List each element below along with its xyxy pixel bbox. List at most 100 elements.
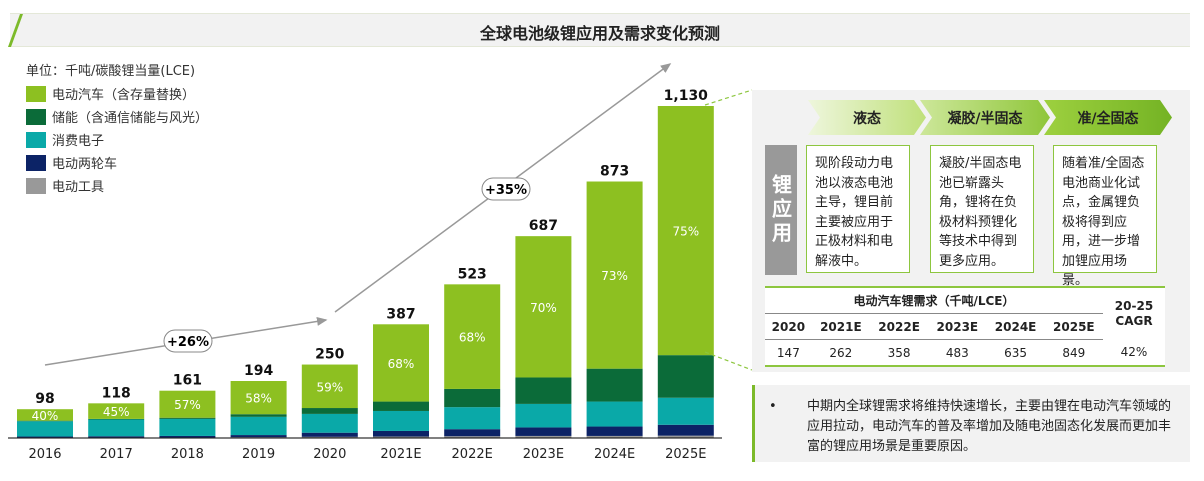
x-tick-label: 2020 (313, 447, 346, 462)
x-tick-label: 2017 (100, 447, 133, 462)
note-text: 中期内全球锂需求将维持快速增长，主要由锂在电动汽车领域的应用拉动，电动汽车的普及… (807, 399, 1172, 454)
table-value: 147 (776, 345, 800, 360)
legend-swatch (26, 154, 46, 171)
x-tick-label: 2021E (380, 447, 421, 462)
x-tick-label: 2018 (171, 447, 204, 462)
bar-ce-2016 (17, 421, 73, 437)
stage-liquid: 液态 (808, 100, 926, 135)
ev-share-label: 58% (245, 392, 272, 406)
bar-tools-2021E (373, 436, 429, 438)
unit-label: 单位：千吨/碳酸锂当量(LCE) (26, 64, 196, 79)
legend-swatch (26, 108, 46, 125)
table-year: 2022E (869, 313, 929, 340)
bar-ess-2016 (17, 420, 73, 422)
bar-twowheel-2022E (444, 429, 501, 437)
table-value: 358 (887, 345, 911, 360)
legend-item-ess: 储能（含通信储能与风光） (26, 105, 208, 128)
ev-share-label: 68% (459, 331, 486, 345)
bar-ess-2017 (88, 418, 145, 420)
total-label: 161 (173, 373, 202, 389)
legend-label: 电动两轮车 (52, 157, 118, 172)
bar-ev-2018 (159, 390, 216, 418)
bar-twowheel-2025E (657, 424, 714, 436)
bar-ce-2024E (586, 401, 643, 427)
stage-solid-state: 准/全固态 (1044, 100, 1172, 135)
bar-ce-2025E (657, 397, 714, 425)
cagr-badge-label: +35% (485, 183, 527, 198)
bar-ce-2023E (515, 403, 572, 428)
title-bar: 全球电池级锂应用及需求变化预测 (7, 13, 1190, 47)
ev-share-label: 40% (32, 409, 59, 423)
side-label: 锂应用 (765, 145, 797, 275)
ev-share-label: 70% (530, 301, 557, 315)
table-year: 2023E (928, 313, 987, 340)
stage-gel-semisolid: 凝胶/半固态 (920, 100, 1050, 135)
page-title: 全球电池级锂应用及需求变化预测 (479, 24, 720, 43)
bar-twowheel-2020 (301, 432, 358, 437)
bar-tools-2024E (586, 435, 643, 438)
semisolid-description: 凝胶/半固态电池已崭露头角，锂将在负极材料预锂化等技术中得到更多应用。 (930, 145, 1034, 273)
bar-ev-2023E (515, 236, 572, 378)
ev-share-label: 68% (388, 357, 415, 371)
total-label: 873 (600, 164, 629, 180)
legend-swatch (26, 177, 46, 194)
ev-share-label: 75% (672, 225, 699, 239)
legend-swatch (26, 85, 46, 102)
bullet: • (769, 399, 777, 414)
bar-ess-2019 (230, 414, 287, 417)
table-value: 483 (945, 345, 969, 360)
cagr-badge (163, 329, 213, 353)
bar-ev-2016 (17, 409, 73, 421)
bar-ev-2020 (301, 364, 358, 409)
legend-item-ce: 消费电子 (26, 128, 208, 151)
bar-ev-2022E (444, 284, 501, 389)
table-value: 635 (1004, 345, 1028, 360)
summary-note: • 中期内全球锂需求将维持快速增长，主要由锂在电动汽车领域的应用拉动，电动汽车的… (752, 385, 1190, 462)
bar-ev-2021E (373, 324, 429, 402)
x-tick-label: 2019 (242, 447, 275, 462)
table-year: 2020 (765, 313, 812, 340)
bar-ev-2025E (657, 106, 714, 356)
bar-tools-2022E (444, 436, 501, 438)
legend-label: 储能（含通信储能与风光） (52, 111, 209, 126)
x-tick-label: 2022E (452, 447, 493, 462)
total-label: 523 (458, 266, 487, 282)
x-tick-label: 2024E (594, 447, 635, 462)
bar-ce-2022E (444, 407, 501, 430)
ev-demand-table: 电动汽车锂需求（千吨/LCE） 20-25 CAGR 2020 2021E 2022… (765, 286, 1165, 367)
bar-ce-2020 (301, 413, 358, 433)
bar-twowheel-2016 (17, 436, 73, 438)
ev-share-label: 45% (103, 405, 130, 419)
bar-tools-2020 (301, 436, 358, 438)
bar-tools-2025E (657, 435, 714, 438)
bar-ce-2021E (373, 410, 429, 431)
legend-swatch (26, 131, 46, 148)
bar-ess-2021E (373, 401, 429, 411)
total-label: 387 (386, 306, 415, 322)
bar-ce-2018 (159, 418, 216, 436)
bar-twowheel-2024E (586, 426, 643, 436)
lithium-application-panel: 液态 凝胶/半固态 准/全固态 锂应用 现阶段动力电池以液态电池主导，锂目前主要… (752, 90, 1190, 372)
x-tick-label: 2016 (28, 447, 61, 462)
cagr-badge (481, 177, 531, 201)
cagr-badge-label: +26% (167, 335, 209, 350)
table-year: 2021E (811, 313, 870, 340)
total-label: 194 (244, 363, 273, 379)
table-year: 2025E (1044, 313, 1103, 340)
bar-twowheel-2021E (373, 430, 429, 437)
bar-ce-2019 (230, 416, 287, 436)
bar-ess-2022E (444, 388, 501, 408)
legend-item-ev: 电动汽车（含存量替换） (26, 82, 208, 105)
ev-share-label: 73% (601, 269, 628, 283)
table-cagr: 42% (1120, 345, 1148, 360)
stacked-bar-chart: 40% 98 2016 45% 118 2017 57% 161 2018 58% 194 2019 5… (8, 63, 722, 462)
bar-ess-2023E (515, 377, 572, 404)
x-tick-label: 2023E (523, 447, 564, 462)
bar-tools-2023E (515, 435, 572, 438)
legend-item-tools: 电动工具 (26, 174, 208, 197)
callout-lines (704, 89, 753, 371)
bar-ev-2024E (586, 181, 643, 369)
bar-twowheel-2017 (88, 436, 145, 438)
bar-ess-2020 (301, 408, 358, 414)
bar-ess-2025E (657, 355, 714, 398)
